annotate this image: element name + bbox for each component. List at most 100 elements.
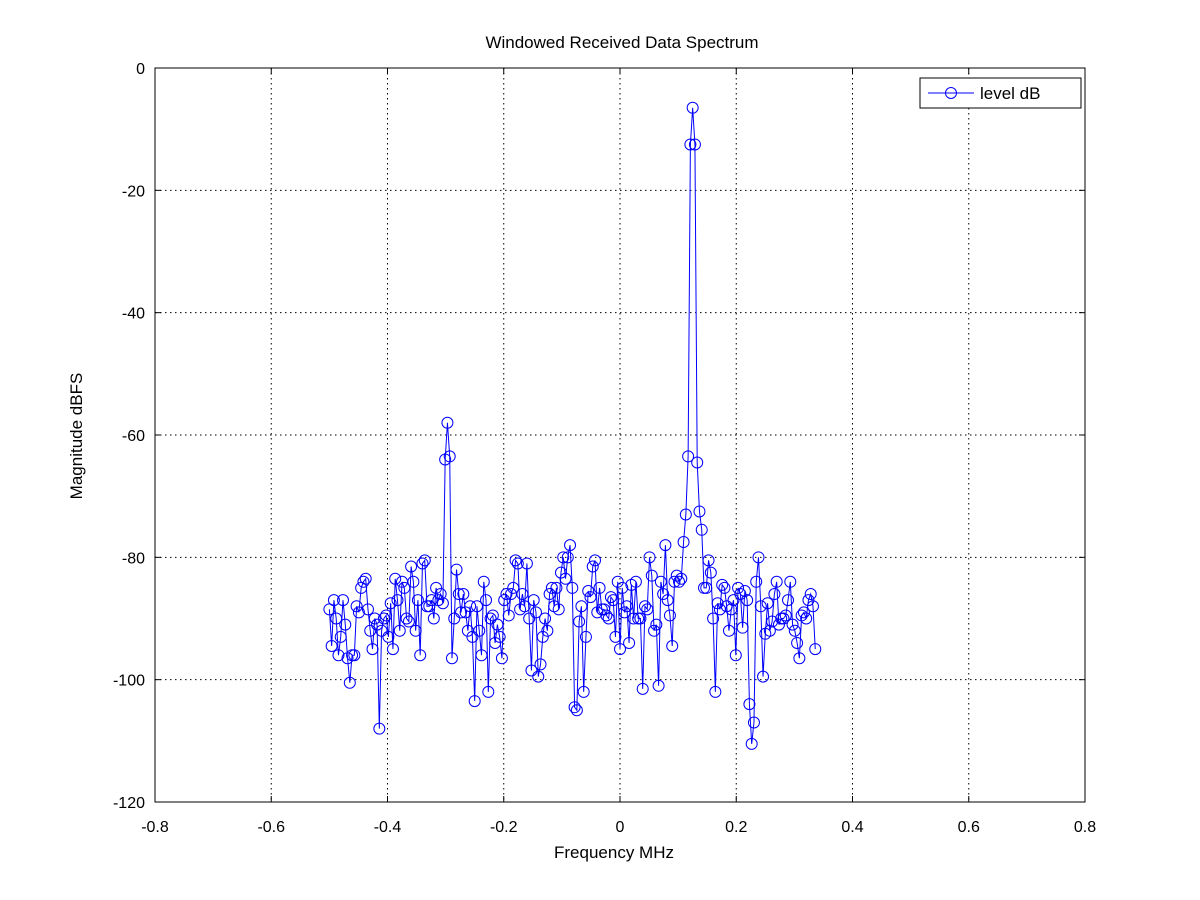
data-point [682, 450, 695, 463]
data-point [772, 618, 785, 631]
data-point [707, 612, 720, 625]
data-point [550, 581, 563, 594]
data-point [582, 584, 595, 597]
data-point [337, 594, 349, 607]
data-point [509, 554, 522, 567]
data-point [357, 575, 370, 588]
data-point [777, 612, 790, 625]
data-point [600, 609, 613, 622]
data-point [414, 649, 427, 662]
data-point [650, 618, 663, 631]
data-point [400, 612, 413, 625]
data-point [339, 618, 352, 631]
data-point [561, 551, 574, 564]
data-point [348, 649, 361, 662]
data-point [806, 600, 819, 613]
data-point [747, 716, 760, 729]
axis-ticks: -0.8 -0.6 -0.4 -0.2 0 0.2 0.4 0.6 0.8 0 -20 -40 -60 -… [113, 61, 1096, 836]
data-point [766, 615, 779, 628]
data-point [373, 722, 386, 735]
data-point [377, 612, 390, 625]
data-point [668, 575, 681, 588]
data-point [609, 630, 622, 643]
data-point [623, 636, 636, 649]
chart-title: Windowed Received Data Spectrum [485, 33, 758, 52]
data-point [575, 600, 588, 613]
data-point [371, 618, 384, 631]
data-point [743, 698, 756, 711]
data-point [434, 588, 447, 601]
data-point [754, 600, 767, 613]
data-point [757, 670, 770, 683]
data-point [732, 581, 745, 594]
data-point [466, 630, 479, 643]
data-point [477, 575, 490, 588]
data-point [457, 588, 470, 601]
data-point [675, 572, 688, 585]
data-point [620, 600, 633, 613]
x-axis-label: Frequency MHz [554, 843, 674, 862]
data-point [527, 594, 540, 607]
x-tick-label: 0 [616, 819, 625, 836]
data-point [539, 612, 552, 625]
y-tick-label: -60 [122, 428, 145, 445]
data-point [725, 603, 738, 616]
data-point [616, 581, 629, 594]
data-point [589, 554, 602, 567]
data-point [491, 618, 504, 631]
data-point [452, 588, 465, 601]
data-point [573, 615, 586, 628]
x-tick-label: -0.8 [141, 819, 169, 836]
x-tick-label: -0.4 [374, 819, 402, 836]
data-point [614, 643, 626, 656]
data-point [411, 594, 424, 607]
data-point [482, 685, 495, 698]
data-point [716, 578, 729, 591]
data-point [327, 594, 340, 607]
data-point [688, 138, 701, 151]
data-point [386, 643, 399, 656]
data-point [552, 603, 565, 616]
data-point [532, 670, 545, 683]
y-tick-label: 0 [136, 61, 145, 78]
data-point [343, 676, 356, 689]
data-point [654, 575, 667, 588]
data-point [584, 591, 597, 604]
data-point [443, 450, 456, 463]
data-point [407, 575, 420, 588]
data-point [441, 416, 454, 429]
data-point [693, 505, 706, 518]
data-point [361, 603, 374, 616]
data-point [334, 630, 347, 643]
x-tick-label: -0.2 [490, 819, 518, 836]
data-point [366, 643, 379, 656]
data-point [468, 695, 481, 708]
data-point [663, 609, 676, 622]
x-tick-label: 0.6 [958, 819, 980, 836]
data-point [804, 588, 817, 601]
data-point [602, 612, 615, 625]
data-point [507, 581, 520, 594]
data-point [611, 575, 624, 588]
data-point [604, 591, 617, 604]
series-line [328, 107, 816, 744]
data-point [570, 704, 583, 717]
data-point [464, 600, 477, 613]
data-point [382, 630, 395, 643]
data-point [607, 594, 620, 607]
data-point [529, 606, 542, 619]
data-point [679, 508, 692, 521]
data-point [450, 563, 463, 576]
data-point [684, 138, 697, 151]
data-point [511, 557, 524, 570]
data-point [577, 685, 590, 698]
data-point [493, 630, 506, 643]
data-point [541, 624, 554, 637]
data-point [784, 575, 797, 588]
data-point [593, 581, 606, 594]
data-point [495, 652, 508, 665]
data-point [564, 539, 577, 552]
x-tick-label: -0.6 [257, 819, 285, 836]
data-point [409, 624, 422, 637]
data-point [430, 581, 443, 594]
